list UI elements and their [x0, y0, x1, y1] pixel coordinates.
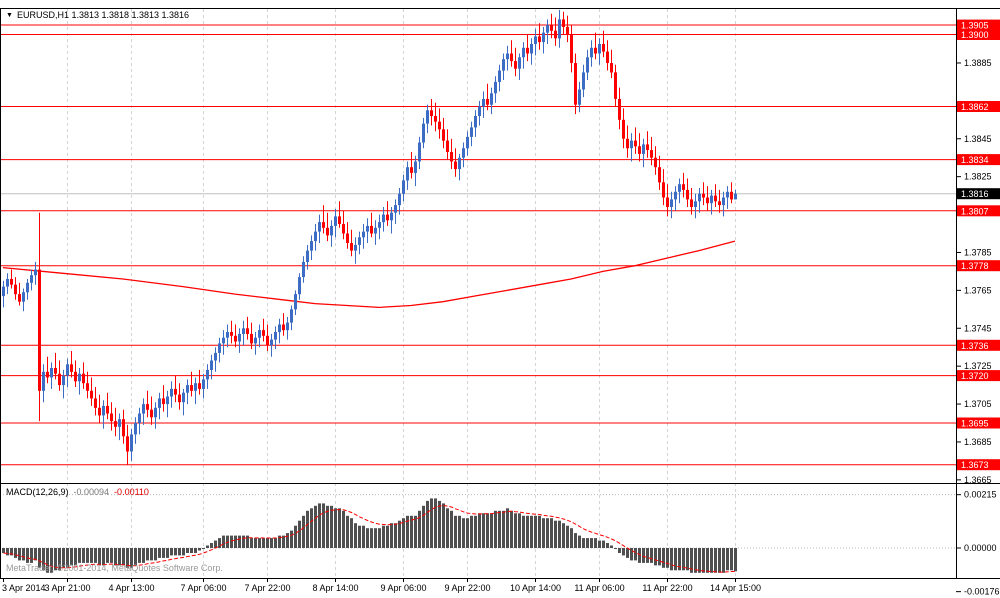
svg-text:1.3685: 1.3685	[964, 437, 992, 447]
svg-text:11 Apr 22:00: 11 Apr 22:00	[642, 583, 692, 593]
svg-text:1.3778: 1.3778	[961, 261, 989, 271]
svg-text:1.3834: 1.3834	[961, 155, 989, 165]
svg-text:10 Apr 14:00: 10 Apr 14:00	[510, 583, 561, 593]
svg-text:1.3665: 1.3665	[964, 475, 992, 485]
svg-text:1.3862: 1.3862	[961, 102, 989, 112]
svg-text:1.3900: 1.3900	[961, 30, 989, 40]
candles	[2, 9, 737, 465]
svg-text:1.3885: 1.3885	[964, 58, 992, 68]
svg-text:1.3736: 1.3736	[961, 341, 989, 351]
svg-text:1.3825: 1.3825	[964, 172, 992, 182]
macd-panel	[0, 494, 956, 573]
macd-indicator-header: MACD(12,26,9) -0.00094 -0.00110	[6, 487, 149, 497]
svg-text:9 Apr 22:00: 9 Apr 22:00	[444, 583, 490, 593]
svg-text:1.3845: 1.3845	[964, 134, 992, 144]
svg-text:1.3807: 1.3807	[961, 206, 989, 216]
svg-text:3 Apr 2014: 3 Apr 2014	[2, 583, 46, 593]
svg-text:1.3695: 1.3695	[961, 419, 989, 429]
svg-text:8 Apr 14:00: 8 Apr 14:00	[312, 583, 358, 593]
svg-text:1.3705: 1.3705	[964, 399, 992, 409]
ohlc-header: ▼ EURUSD,H1 1.3813 1.3818 1.3813 1.3816	[6, 10, 189, 20]
svg-text:1.3905: 1.3905	[961, 21, 989, 31]
macd-label: MACD(12,26,9)	[6, 487, 69, 497]
svg-text:1.3725: 1.3725	[964, 361, 992, 371]
svg-text:0.00000: 0.00000	[964, 543, 997, 553]
svg-text:1.3720: 1.3720	[961, 371, 989, 381]
svg-text:1.3765: 1.3765	[964, 285, 992, 295]
svg-text:14 Apr 15:00: 14 Apr 15:00	[710, 583, 761, 593]
svg-text:1.3785: 1.3785	[964, 248, 992, 258]
symbol-marker-icon: ▼	[6, 11, 13, 19]
metaquotes-watermark: MetaTrader, ©2001-2014, MetaQuotes Softw…	[6, 563, 223, 573]
svg-text:7 Apr 06:00: 7 Apr 06:00	[180, 583, 226, 593]
svg-text:1.3816: 1.3816	[961, 189, 989, 199]
svg-text:0.00215: 0.00215	[964, 490, 997, 500]
macd-main-value: -0.00094	[73, 487, 110, 497]
symbol-ohlc-text: EURUSD,H1 1.3813 1.3818 1.3813 1.3816	[16, 10, 190, 20]
svg-text:9 Apr 06:00: 9 Apr 06:00	[380, 583, 426, 593]
moving-average-line	[2, 240, 736, 309]
svg-text:-0.00176: -0.00176	[964, 587, 1000, 597]
svg-text:1.3673: 1.3673	[961, 460, 989, 470]
svg-text:11 Apr 06:00: 11 Apr 06:00	[574, 583, 624, 593]
borders	[0, 8, 1000, 579]
grid-lines	[0, 9, 956, 577]
svg-text:4 Apr 13:00: 4 Apr 13:00	[108, 583, 154, 593]
svg-text:7 Apr 22:00: 7 Apr 22:00	[244, 583, 290, 593]
macd-scale: 0.00215 0.00000 -0.00176	[956, 490, 1000, 597]
price-scale: 1.3885 1.3845 1.3825 1.3785 1.3765 1.3745 1.37…	[956, 58, 992, 485]
current-price-label: 1.3816	[957, 188, 1000, 200]
macd-signal-value: -0.00110	[114, 487, 149, 497]
svg-text:3 Apr 21:00: 3 Apr 21:00	[44, 583, 90, 593]
svg-text:1.3745: 1.3745	[964, 323, 992, 333]
